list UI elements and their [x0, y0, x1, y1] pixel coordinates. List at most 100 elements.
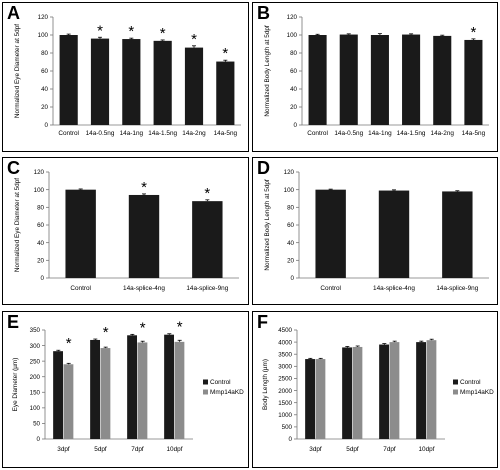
y-tick-label: 50	[33, 421, 40, 428]
x-tick-label: 10dpf	[167, 446, 183, 453]
y-tick-label: 1000	[278, 412, 292, 419]
x-tick-label: 14a-2ng	[182, 130, 206, 137]
bar	[184, 47, 204, 125]
bar	[402, 34, 421, 125]
significance-marker: *	[177, 319, 183, 336]
significance-marker: *	[66, 335, 72, 352]
y-tick-label: 80	[287, 205, 294, 212]
y-tick-label: 120	[287, 14, 298, 21]
y-axis-label: Normalized Eye Diameter at 5dpf	[14, 24, 21, 118]
bar	[216, 61, 235, 125]
bar	[370, 35, 389, 125]
y-tick-label: 80	[41, 50, 48, 57]
significance-marker: *	[222, 45, 228, 62]
panel-d: D 0 20 40 60 80 100 120 Normalized Body Length …	[252, 157, 498, 305]
x-tick-label: 14a-2ng	[431, 130, 455, 137]
y-tick-label: 120	[34, 169, 45, 176]
y-tick-label: 120	[284, 169, 295, 176]
significance-marker: *	[141, 179, 147, 196]
panel-c-label: C	[7, 158, 20, 178]
x-tick-label: Control	[307, 130, 328, 137]
significance-marker: *	[140, 319, 146, 336]
y-tick-label: 20	[287, 258, 294, 265]
bar	[53, 351, 63, 439]
bar	[464, 39, 483, 126]
x-tick-label: Control	[320, 285, 341, 292]
x-tick-label: 14a-0.5ng	[334, 130, 363, 137]
bar	[174, 341, 185, 439]
x-tick-label: 14a-1ng	[120, 130, 144, 137]
y-tick-label: 20	[41, 104, 48, 111]
legend-entry: Mmp14aKD	[460, 389, 494, 396]
panel-f-label: F	[257, 312, 268, 332]
significance-marker: *	[160, 25, 166, 42]
y-tick-label: 0	[41, 275, 45, 282]
bar	[315, 359, 326, 439]
x-tick-label: 14a-splice-9ng	[436, 285, 478, 292]
chart-a: 0 20 40 60 80 100 120 Normalized Eye Diameter a…	[14, 14, 241, 137]
y-tick-label: 40	[290, 86, 297, 93]
bar	[416, 342, 426, 439]
significance-marker: *	[103, 324, 109, 341]
x-tick-label: 14a-splice-4ng	[373, 285, 415, 292]
y-tick-label: 3000	[278, 364, 292, 371]
bar	[339, 34, 358, 125]
y-tick-label: 3500	[278, 351, 292, 358]
bar	[100, 348, 111, 439]
panel-d-label: D	[257, 158, 270, 178]
y-tick-label: 0	[45, 122, 49, 129]
y-axis-label: Normalized Body Length at 5dpf	[264, 179, 271, 271]
chart-d: 0 20 40 60 80 100 120 Normalized Body Length at…	[264, 169, 489, 292]
bar	[65, 189, 96, 278]
x-tick-label: Control	[70, 285, 91, 292]
y-tick-label: 40	[287, 240, 294, 247]
x-tick-label: 7dpf	[383, 446, 396, 453]
legend-entry: Mmp14aKD	[210, 389, 244, 396]
y-tick-label: 300	[30, 343, 41, 350]
bar	[164, 334, 174, 439]
panel-a: A 0 20 40 60 80 100 120 Normalized Eye Diameter…	[2, 2, 249, 152]
y-tick-label: 80	[37, 205, 44, 212]
x-tick-label: 14a-splice-4ng	[123, 285, 165, 292]
y-tick-label: 0	[291, 275, 295, 282]
panel-b: B 0 20 40 60 80 100 120 Normalized Body Length …	[252, 2, 498, 152]
x-tick-label: Control	[58, 130, 79, 137]
y-tick-label: 500	[282, 424, 293, 431]
significance-marker: *	[470, 24, 476, 41]
y-tick-label: 100	[284, 187, 295, 194]
bar	[90, 339, 100, 439]
y-tick-label: 250	[30, 358, 41, 365]
y-tick-label: 20	[290, 104, 297, 111]
y-axis-label: Normalized Eye Diameter at 5dpf	[14, 178, 21, 272]
y-axis-label: Body Length (µm)	[262, 359, 269, 410]
x-tick-label: 10dpf	[419, 446, 435, 453]
y-axis-label: Eye Diameter (µm)	[12, 358, 19, 412]
x-tick-label: 14a-5ng	[214, 130, 238, 137]
bar	[426, 340, 437, 439]
y-tick-label: 20	[37, 258, 44, 265]
legend-swatch	[203, 389, 208, 395]
y-tick-label: 0	[289, 436, 293, 443]
y-tick-label: 1500	[278, 400, 292, 407]
y-tick-label: 200	[30, 374, 41, 381]
bar	[442, 191, 473, 278]
bar	[122, 39, 141, 125]
y-tick-label: 40	[41, 86, 48, 93]
y-tick-label: 120	[38, 14, 49, 21]
bar	[342, 347, 352, 439]
y-tick-label: 100	[38, 32, 49, 39]
chart-b: 0 20 40 60 80 100 120 Normalized Body Length at…	[264, 14, 489, 137]
x-tick-label: 14a-0.5ng	[86, 130, 115, 137]
y-tick-label: 350	[30, 327, 41, 334]
x-tick-label: 5dpf	[346, 446, 359, 453]
legend-swatch	[453, 389, 458, 395]
bar	[63, 364, 74, 439]
bar	[352, 346, 363, 439]
x-tick-label: 14a-5ng	[462, 130, 486, 137]
legend-entry: Control	[210, 379, 231, 386]
chart-f: 0 500 1000 1500 2000 2500 3000 3500 4000 4500 Body…	[262, 327, 494, 453]
bar	[137, 342, 148, 439]
y-tick-label: 100	[34, 187, 45, 194]
panel-c: C 0 20 40 60 80 100 120 Normalized Eye Diameter…	[2, 157, 249, 305]
bar	[305, 359, 315, 439]
